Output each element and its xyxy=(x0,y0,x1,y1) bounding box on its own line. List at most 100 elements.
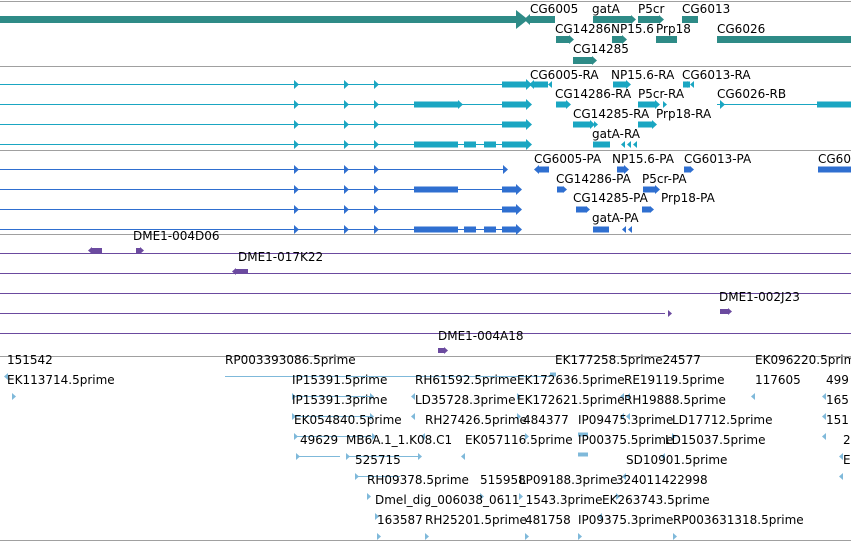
protein-track-exon-block[interactable] xyxy=(414,186,458,193)
est-track-feature-label[interactable]: LP09188.3prime xyxy=(519,473,618,487)
protein-track-strand-arrow[interactable] xyxy=(516,224,522,235)
protein-track-strand-arrow[interactable] xyxy=(344,205,349,214)
est-track-feature-label[interactable]: RH27426.5prime xyxy=(425,413,527,427)
est-track-feature-label[interactable]: 49629 xyxy=(300,433,339,447)
mrna-track-strand-arrow[interactable] xyxy=(344,120,349,129)
protein-track-strand-arrow[interactable] xyxy=(690,166,694,173)
gene-track-feature-label[interactable]: Prp18 xyxy=(656,22,691,36)
est-track-feature-label[interactable]: E xyxy=(843,453,851,467)
est-track-feature-label[interactable]: EK263743.5prime xyxy=(602,493,710,507)
gene-track-feature-label[interactable]: CG6013 xyxy=(682,2,731,16)
est-track-strand-arrow[interactable] xyxy=(519,493,523,500)
clone-track-strand-arrow[interactable] xyxy=(140,247,144,254)
est-track-strand-arrow[interactable] xyxy=(377,533,381,540)
est-track-feature-label[interactable]: 151 xyxy=(826,413,849,427)
est-track-exon-block[interactable] xyxy=(578,432,588,437)
mrna-track-exon-block[interactable] xyxy=(502,81,526,88)
est-track-strand-arrow[interactable] xyxy=(425,533,429,540)
protein-track-feature-label[interactable]: P5cr-PA xyxy=(642,172,687,186)
est-track-feature-label[interactable]: EK177258.5prime24577 xyxy=(555,353,701,367)
est-track-strand-arrow[interactable] xyxy=(517,413,521,420)
est-track-strand-arrow[interactable] xyxy=(411,413,415,420)
mrna-track-strand-arrow[interactable] xyxy=(621,141,625,148)
mrna-track-strand-arrow[interactable] xyxy=(294,120,299,129)
est-track-feature-label[interactable]: RH25201.5prime xyxy=(425,513,527,527)
est-track-feature-label[interactable]: LD17712.5prime xyxy=(672,413,773,427)
est-track-strand-arrow[interactable] xyxy=(822,413,826,420)
protein-track-strand-arrow[interactable] xyxy=(516,184,522,195)
est-track-strand-arrow[interactable] xyxy=(672,433,676,440)
mrna-track-strand-arrow[interactable] xyxy=(627,141,631,148)
mrna-track-strand-arrow[interactable] xyxy=(663,101,667,108)
mrna-track-exon-block[interactable] xyxy=(613,81,626,88)
est-track-strand-arrow[interactable] xyxy=(598,513,602,520)
protein-track-strand-arrow[interactable] xyxy=(374,205,379,214)
est-track-strand-arrow[interactable] xyxy=(367,493,371,500)
est-track-feature-label[interactable]: SD10901.5prime xyxy=(626,453,728,467)
gene-track-strand-arrow[interactable] xyxy=(569,35,574,44)
est-track-strand-arrow[interactable] xyxy=(626,393,630,400)
est-track-feature-label[interactable]: 165 xyxy=(826,393,849,407)
est-track-strand-arrow[interactable] xyxy=(355,473,359,480)
est-track-strand-arrow[interactable] xyxy=(370,393,374,400)
protein-track-exon-block[interactable] xyxy=(617,166,624,173)
est-track-strand-arrow[interactable] xyxy=(622,473,626,480)
est-track-feature-label[interactable]: IP09475.3prime xyxy=(578,413,674,427)
est-track-strand-arrow[interactable] xyxy=(372,433,376,440)
gene-track-feature-label[interactable]: CG6005 xyxy=(530,2,579,16)
protein-track-feature-label[interactable]: CG60 xyxy=(818,152,851,166)
protein-track-feature-label[interactable]: NP15.6-PA xyxy=(612,152,674,166)
mrna-track-strand-arrow[interactable] xyxy=(294,80,299,89)
gene-track-exon-block[interactable] xyxy=(612,36,622,43)
protein-track-feature-label[interactable]: gatA-PA xyxy=(592,211,639,225)
est-track-feature-label[interactable]: EK057116.5prime xyxy=(465,433,573,447)
mrna-track-strand-arrow[interactable] xyxy=(566,100,571,109)
gene-track-exon-block[interactable] xyxy=(682,16,698,23)
est-track-feature-label[interactable]: EK054840.5prime xyxy=(294,413,402,427)
est-track-feature-label[interactable]: IP00375.5prime xyxy=(578,433,674,447)
clone-track-strand-arrow[interactable] xyxy=(232,268,236,275)
est-track-strand-arrow[interactable] xyxy=(296,453,300,460)
mrna-track-feature-label[interactable]: CG6005-RA xyxy=(530,68,599,82)
protein-track-strand-arrow[interactable] xyxy=(344,165,349,174)
protein-track-strand-arrow[interactable] xyxy=(294,205,299,214)
est-track-strand-arrow[interactable] xyxy=(375,513,379,520)
est-track-strand-arrow[interactable] xyxy=(411,393,415,400)
clone-track-exon-block[interactable] xyxy=(236,269,248,274)
est-track-strand-arrow[interactable] xyxy=(480,493,484,500)
mrna-track-exon-block[interactable] xyxy=(414,101,458,108)
est-track-strand-arrow[interactable] xyxy=(12,393,16,400)
mrna-track-strand-arrow[interactable] xyxy=(458,100,463,109)
est-track-feature-label[interactable]: MB6A.1_1.K08.C1 xyxy=(346,433,453,447)
est-track-strand-arrow[interactable] xyxy=(525,533,529,540)
gene-track-feature-label[interactable]: CG14285 xyxy=(573,42,629,56)
mrna-track-strand-arrow[interactable] xyxy=(526,139,532,150)
protein-track-feature-label[interactable]: CG6013-PA xyxy=(684,152,752,166)
protein-track-strand-arrow[interactable] xyxy=(650,206,654,213)
gene-track-exon-block[interactable] xyxy=(573,57,592,64)
est-track-feature-label[interactable]: EK172636.5prime xyxy=(517,373,625,387)
est-track-feature-label[interactable]: RH09378.5prime xyxy=(367,473,469,487)
est-track-strand-arrow[interactable] xyxy=(620,413,624,420)
est-track-feature-label[interactable]: EK096220.5prime xyxy=(755,353,851,367)
protein-track-strand-arrow[interactable] xyxy=(294,185,299,194)
clone-track-feature-label[interactable]: DME1-002J23 xyxy=(719,290,800,304)
gene-track-feature-label[interactable]: gatA xyxy=(592,2,620,16)
protein-track-exon-block[interactable] xyxy=(464,226,476,233)
mrna-track-feature-label[interactable]: gatA-RA xyxy=(592,127,641,141)
protein-track-strand-arrow[interactable] xyxy=(503,165,508,174)
est-track-strand-arrow[interactable] xyxy=(418,453,422,460)
est-track-feature-label[interactable]: 499 xyxy=(826,373,849,387)
protein-track-exon-block[interactable] xyxy=(502,226,516,233)
clone-track-feature-label[interactable]: DME1-017K22 xyxy=(238,250,324,264)
clone-track-strand-arrow[interactable] xyxy=(444,347,448,354)
clone-track-exon-block[interactable] xyxy=(438,348,444,353)
mrna-track-strand-arrow[interactable] xyxy=(655,100,660,109)
mrna-track-feature-label[interactable]: CG6026-RB xyxy=(717,87,787,101)
est-track-feature-label[interactable]: 481758 xyxy=(525,513,571,527)
protein-track-strand-arrow[interactable] xyxy=(624,165,629,174)
mrna-track-strand-arrow[interactable] xyxy=(294,140,299,149)
protein-track-exon-block[interactable] xyxy=(643,186,655,193)
clone-track-exon-block[interactable] xyxy=(92,248,102,253)
est-track-strand-arrow[interactable] xyxy=(461,453,465,460)
